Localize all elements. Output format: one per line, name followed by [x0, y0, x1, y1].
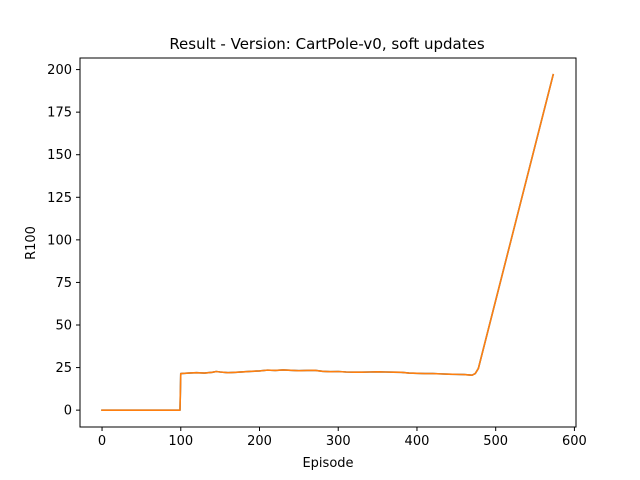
y-tick-label: 75	[55, 276, 72, 291]
y-tick-label: 125	[47, 191, 72, 206]
x-axis-ticks: 0 100 200 300 400 500 600	[98, 427, 587, 449]
x-tick: 100	[168, 427, 193, 449]
y-tick-label: 175	[47, 106, 72, 121]
y-tick: 100	[47, 233, 80, 248]
x-tick-label: 500	[483, 434, 508, 449]
series-line-2	[101, 73, 555, 411]
x-tick-label: 600	[562, 434, 587, 449]
y-tick: 150	[47, 148, 80, 163]
y-tick-label: 150	[47, 148, 72, 163]
x-tick: 300	[326, 427, 351, 449]
y-tick-label: 50	[55, 319, 72, 334]
x-tick-label: 200	[247, 434, 272, 449]
y-tick-label: 0	[64, 404, 72, 419]
y-tick: 25	[55, 361, 80, 376]
y-tick: 75	[55, 276, 80, 291]
y-tick-label: 25	[55, 361, 72, 376]
x-tick: 600	[562, 427, 587, 449]
x-tick: 0	[98, 427, 106, 449]
x-tick-label: 400	[405, 434, 430, 449]
series-lines	[101, 73, 555, 411]
y-tick: 200	[47, 63, 80, 78]
chart-title: Result - Version: CartPole-v0, soft upda…	[169, 35, 485, 53]
y-tick: 175	[47, 106, 80, 121]
plot-background	[80, 58, 576, 427]
y-tick: 125	[47, 191, 80, 206]
y-axis-ticks: 0 25 50 75 100 125 150 175 200	[47, 63, 80, 419]
x-axis-label: Episode	[302, 456, 353, 471]
y-tick: 50	[55, 319, 80, 334]
x-tick: 500	[483, 427, 508, 449]
axes-frame	[79, 57, 577, 428]
x-tick: 200	[247, 427, 272, 449]
y-tick: 0	[64, 404, 80, 419]
y-axis-label: R100	[24, 226, 39, 260]
x-tick-label: 100	[168, 434, 193, 449]
x-tick-label: 300	[326, 434, 351, 449]
y-tick-label: 100	[47, 233, 72, 248]
x-tick-label: 0	[98, 434, 106, 449]
plot-area	[79, 57, 577, 428]
x-tick: 400	[405, 427, 430, 449]
y-tick-label: 200	[47, 63, 72, 78]
